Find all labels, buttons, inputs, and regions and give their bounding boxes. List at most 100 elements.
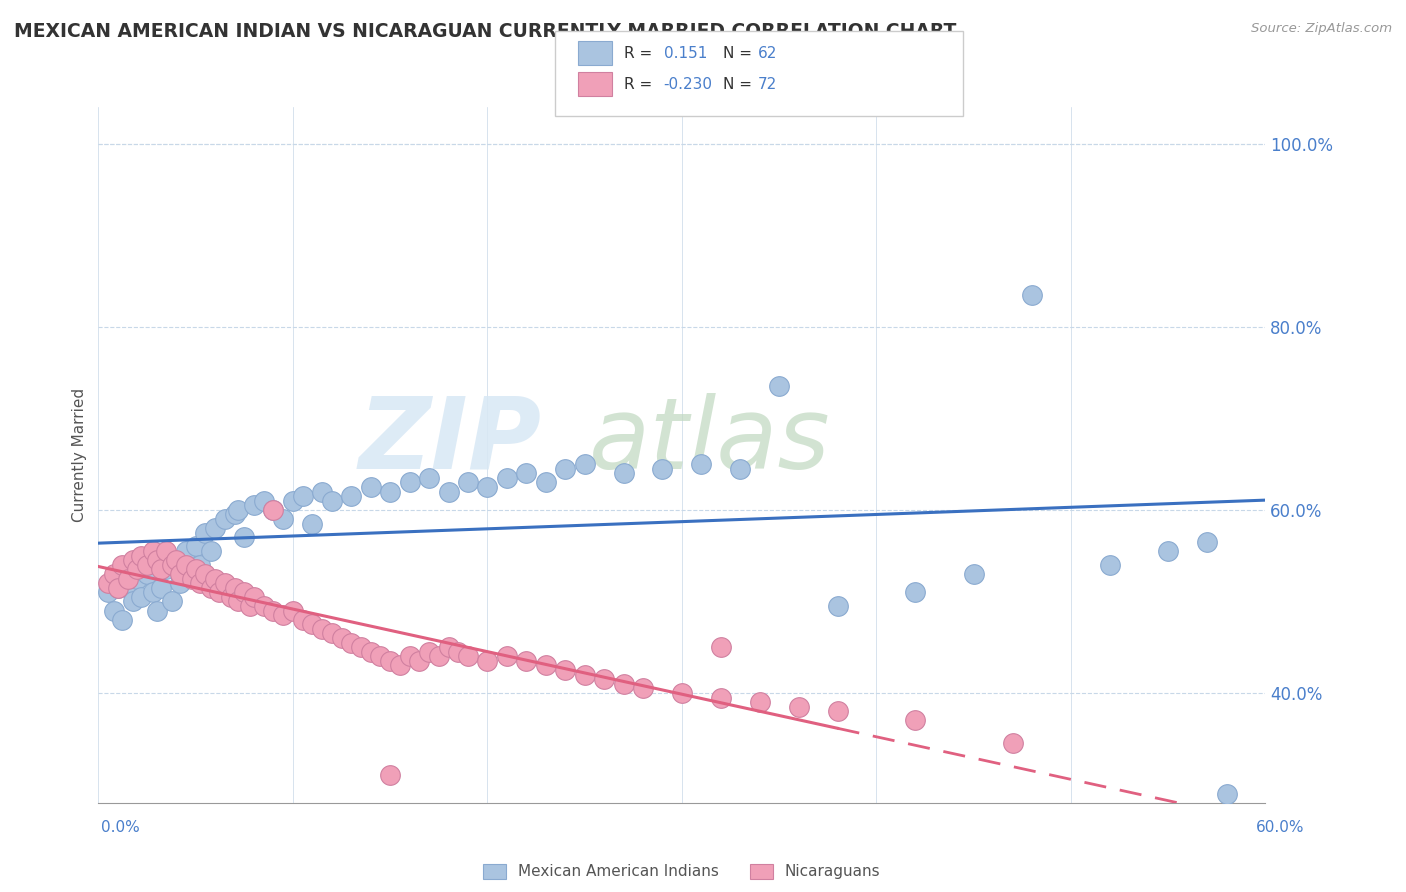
- Point: [1021, 287, 1043, 301]
- Point: [330, 631, 353, 645]
- Point: [149, 581, 172, 595]
- Point: [142, 585, 165, 599]
- Point: [437, 484, 460, 499]
- Point: [710, 690, 733, 705]
- Point: [515, 654, 537, 668]
- Point: [184, 540, 207, 554]
- Point: [162, 558, 184, 572]
- Point: [214, 576, 236, 591]
- Point: [768, 379, 790, 393]
- Point: [477, 654, 499, 668]
- Point: [146, 603, 169, 617]
- Point: [827, 704, 849, 718]
- Point: [117, 572, 139, 586]
- Point: [228, 594, 250, 608]
- Point: [111, 558, 134, 572]
- Legend: Mexican American Indians, Nicaraguans: Mexican American Indians, Nicaraguans: [477, 857, 887, 886]
- Point: [127, 562, 149, 576]
- Point: [593, 672, 616, 686]
- Point: [107, 581, 129, 595]
- Point: [398, 475, 420, 490]
- Text: R =: R =: [624, 77, 652, 92]
- Point: [515, 467, 537, 481]
- Point: [962, 566, 984, 581]
- Text: 0.151: 0.151: [664, 45, 707, 61]
- Point: [243, 590, 266, 604]
- Point: [200, 544, 222, 558]
- Text: R =: R =: [624, 45, 652, 61]
- Point: [243, 498, 266, 512]
- Point: [340, 635, 363, 649]
- Point: [165, 553, 187, 567]
- Point: [495, 471, 517, 485]
- Point: [554, 663, 576, 677]
- Point: [136, 566, 159, 581]
- Point: [233, 530, 256, 544]
- Text: 72: 72: [758, 77, 778, 92]
- Point: [184, 562, 207, 576]
- Point: [281, 603, 304, 617]
- Point: [748, 695, 770, 709]
- Point: [612, 467, 634, 481]
- Point: [690, 457, 713, 471]
- Point: [301, 617, 323, 632]
- Point: [730, 461, 752, 475]
- Point: [477, 480, 499, 494]
- Point: [204, 572, 226, 586]
- Point: [271, 608, 294, 623]
- Point: [378, 654, 402, 668]
- Point: [180, 566, 202, 581]
- Point: [398, 649, 420, 664]
- Point: [188, 576, 211, 591]
- Point: [710, 640, 733, 655]
- Point: [224, 508, 246, 522]
- Point: [408, 654, 430, 668]
- Text: -0.230: -0.230: [664, 77, 713, 92]
- Point: [233, 585, 256, 599]
- Point: [1157, 544, 1180, 558]
- Point: [219, 590, 242, 604]
- Point: [194, 525, 217, 540]
- Point: [169, 566, 191, 581]
- Point: [142, 544, 165, 558]
- Text: MEXICAN AMERICAN INDIAN VS NICARAGUAN CURRENTLY MARRIED CORRELATION CHART: MEXICAN AMERICAN INDIAN VS NICARAGUAN CU…: [14, 22, 956, 41]
- Point: [651, 461, 673, 475]
- Point: [117, 576, 139, 591]
- Point: [360, 645, 382, 659]
- Point: [291, 613, 314, 627]
- Point: [188, 558, 211, 572]
- Point: [122, 594, 145, 608]
- Point: [253, 599, 276, 613]
- Point: [281, 493, 304, 508]
- Point: [360, 480, 382, 494]
- Point: [787, 699, 810, 714]
- Point: [378, 484, 402, 499]
- Point: [129, 549, 152, 563]
- Point: [447, 645, 470, 659]
- Point: [155, 562, 177, 576]
- Point: [457, 475, 479, 490]
- Y-axis label: Currently Married: Currently Married: [72, 388, 87, 522]
- Point: [388, 658, 411, 673]
- Point: [208, 585, 231, 599]
- Point: [107, 581, 129, 595]
- Point: [97, 585, 120, 599]
- Point: [291, 489, 314, 503]
- Point: [457, 649, 479, 664]
- Point: [612, 677, 634, 691]
- Point: [418, 645, 440, 659]
- Point: [534, 475, 557, 490]
- Point: [378, 768, 402, 782]
- Point: [340, 489, 363, 503]
- Point: [321, 493, 343, 508]
- Point: [169, 576, 191, 591]
- Point: [574, 457, 596, 471]
- Point: [165, 553, 187, 567]
- Point: [350, 640, 373, 655]
- Point: [311, 484, 333, 499]
- Point: [224, 581, 246, 595]
- Text: atlas: atlas: [589, 392, 830, 490]
- Point: [180, 572, 202, 586]
- Text: Source: ZipAtlas.com: Source: ZipAtlas.com: [1251, 22, 1392, 36]
- Point: [136, 558, 159, 572]
